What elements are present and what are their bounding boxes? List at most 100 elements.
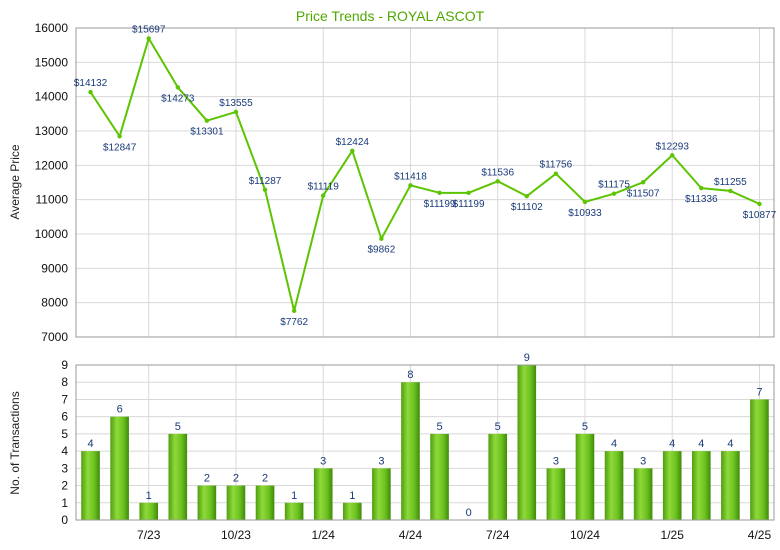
price-y-axis-label: Average Price <box>8 144 22 219</box>
transactions-y-tick-label: 3 <box>61 461 68 475</box>
price-data-label: $11756 <box>540 160 573 171</box>
x-tick-label: 10/24 <box>570 528 600 542</box>
price-data-point <box>728 188 733 194</box>
x-tick-label: 4/25 <box>748 528 772 542</box>
price-line-panel: 7000 8000 9000 10000 11000 12000 13000 14000 150… <box>35 21 777 344</box>
price-data-label: $11536 <box>481 167 514 178</box>
price-y-tick-label: 15000 <box>35 55 69 69</box>
price-data-label: $11199 <box>424 199 456 210</box>
price-data-label: $12424 <box>336 137 370 148</box>
price-data-point <box>466 190 471 196</box>
transaction-count-label: 3 <box>640 455 646 467</box>
price-data-label: $14132 <box>74 78 108 89</box>
transaction-bar <box>168 433 188 520</box>
transactions-y-tick-label: 6 <box>61 410 68 424</box>
price-data-point <box>582 199 588 205</box>
transactions-y-tick-label: 8 <box>61 375 68 389</box>
price-data-point <box>670 153 675 158</box>
transaction-count-label: 4 <box>727 438 733 450</box>
price-y-tick-label: 10000 <box>35 227 69 241</box>
transaction-count-label: 5 <box>175 421 181 433</box>
price-data-point <box>204 118 210 123</box>
price-data-point <box>88 89 93 95</box>
transaction-bar <box>81 451 100 520</box>
transaction-bar <box>691 451 711 520</box>
chart-title: Price Trends - ROYAL ASCOT <box>296 8 485 24</box>
price-data-point <box>640 180 646 185</box>
price-data-label: $11418 <box>394 171 427 182</box>
transactions-y-tick-label: 7 <box>61 392 68 406</box>
transactions-y-tick-label: 2 <box>61 479 68 493</box>
price-data-label: $13301 <box>190 127 224 138</box>
transaction-bar <box>313 468 333 520</box>
price-data-point <box>757 201 762 207</box>
price-y-tick-label: 14000 <box>35 90 69 104</box>
price-data-label: $15697 <box>132 24 166 35</box>
price-data-label: $9862 <box>367 245 395 256</box>
price-y-tick-label: 13000 <box>35 124 69 138</box>
price-y-tick-label: 11000 <box>36 193 69 207</box>
price-data-label: $11119 <box>308 182 340 193</box>
transaction-bar <box>255 485 275 520</box>
transaction-count-label: 7 <box>756 386 762 398</box>
price-data-label: $14273 <box>161 93 195 104</box>
x-tick-label: 10/23 <box>221 528 251 542</box>
price-data-label: $11507 <box>627 188 660 199</box>
price-data-point <box>437 190 442 196</box>
transaction-count-label: 2 <box>204 473 210 485</box>
price-data-point <box>233 109 239 115</box>
price-data-point <box>408 183 413 188</box>
transaction-count-label: 4 <box>698 438 704 450</box>
transaction-count-label: 3 <box>320 455 326 467</box>
price-data-point <box>117 134 122 139</box>
price-data-label: $7762 <box>280 317 308 328</box>
price-data-label: $11175 <box>598 180 630 191</box>
price-data-point <box>321 193 326 198</box>
price-data-point <box>524 193 529 199</box>
price-data-point <box>350 148 355 153</box>
transaction-count-label: 2 <box>262 473 268 485</box>
price-y-tick-label: 16000 <box>35 21 69 35</box>
transaction-bar <box>284 502 304 520</box>
transaction-bar <box>575 433 595 520</box>
x-tick-label: 1/24 <box>312 528 336 542</box>
transaction-count-label: 5 <box>495 421 501 433</box>
price-data-point <box>611 191 617 196</box>
price-plot-border <box>75 27 775 338</box>
price-data-label: $12847 <box>103 142 137 153</box>
transaction-bar <box>372 468 391 520</box>
price-data-point <box>146 36 151 41</box>
price-data-label: $11287 <box>249 176 282 187</box>
price-series-line <box>89 37 760 312</box>
x-tick-label: 7/23 <box>137 528 161 542</box>
x-tick-label: 7/24 <box>486 528 510 542</box>
price-data-label: $11199 <box>453 199 485 210</box>
transactions-y-tick-label: 0 <box>61 513 68 527</box>
transactions-y-tick-label: 1 <box>61 496 68 510</box>
transaction-bar <box>342 502 362 520</box>
transaction-count-label: 3 <box>378 455 384 467</box>
price-data-label: $11102 <box>511 202 543 213</box>
transaction-bar <box>750 399 769 520</box>
x-tick-label: 1/25 <box>661 528 685 542</box>
transaction-count-label: 2 <box>233 473 239 485</box>
price-data-point <box>699 185 704 191</box>
price-data-point <box>379 236 384 241</box>
price-data-point <box>291 308 297 314</box>
transaction-bar <box>430 433 449 520</box>
transaction-bar <box>633 468 653 520</box>
transaction-count-label: 8 <box>407 369 413 381</box>
price-data-label: $13555 <box>219 98 253 109</box>
transaction-count-label: 1 <box>349 490 355 502</box>
price-y-tick-label: 8000 <box>41 296 68 310</box>
transactions-plot-border <box>75 364 775 521</box>
transaction-bar <box>517 365 537 520</box>
transaction-count-label: 4 <box>87 438 93 450</box>
transaction-count-label: 1 <box>291 490 297 502</box>
transaction-count-label: 4 <box>669 438 675 450</box>
transaction-bar <box>488 433 508 520</box>
transaction-count-label: 6 <box>117 404 123 416</box>
price-data-point <box>553 171 559 176</box>
price-data-label: $10933 <box>568 208 602 219</box>
